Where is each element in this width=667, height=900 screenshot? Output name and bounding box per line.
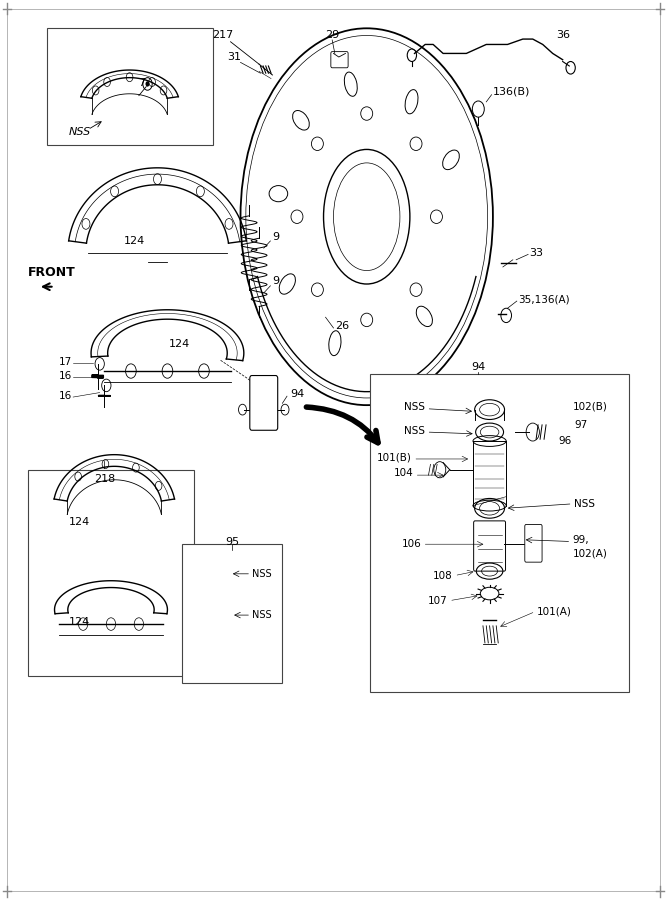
Text: 95: 95 xyxy=(225,536,239,546)
Text: 124: 124 xyxy=(169,339,190,349)
Text: 101(A): 101(A) xyxy=(537,607,572,616)
Text: 16: 16 xyxy=(59,372,72,382)
Circle shape xyxy=(145,81,149,86)
FancyBboxPatch shape xyxy=(28,470,194,676)
Text: 102(A): 102(A) xyxy=(573,548,608,558)
Text: 106: 106 xyxy=(402,539,421,549)
Text: NSS: NSS xyxy=(404,402,425,412)
Text: 104: 104 xyxy=(394,468,414,478)
Text: 124: 124 xyxy=(69,517,91,526)
Text: 217: 217 xyxy=(212,30,233,40)
Text: 31: 31 xyxy=(227,52,241,62)
Text: 26: 26 xyxy=(335,321,349,331)
Text: NSS: NSS xyxy=(69,128,91,138)
Text: 94: 94 xyxy=(471,362,486,372)
Text: 97: 97 xyxy=(574,420,587,430)
Text: NSS: NSS xyxy=(253,569,272,579)
Text: NSS: NSS xyxy=(253,610,272,620)
Text: 7: 7 xyxy=(138,78,145,88)
Text: 17: 17 xyxy=(59,357,72,367)
FancyBboxPatch shape xyxy=(182,544,281,683)
Text: 33: 33 xyxy=(530,248,544,257)
Text: 99,: 99, xyxy=(573,535,589,544)
Text: 29: 29 xyxy=(325,30,340,40)
Text: 108: 108 xyxy=(434,571,453,580)
Text: 35,136(A): 35,136(A) xyxy=(518,294,570,304)
Text: 218: 218 xyxy=(94,473,115,483)
Text: 16: 16 xyxy=(59,392,72,401)
Text: 136(B): 136(B) xyxy=(493,86,530,96)
Text: 124: 124 xyxy=(69,617,91,627)
Text: FRONT: FRONT xyxy=(28,266,76,279)
Text: 124: 124 xyxy=(123,236,145,246)
FancyBboxPatch shape xyxy=(474,521,506,572)
Text: 96: 96 xyxy=(558,436,571,446)
Text: 36: 36 xyxy=(557,30,571,40)
Text: NSS: NSS xyxy=(404,427,425,436)
Text: 94: 94 xyxy=(290,390,305,400)
FancyBboxPatch shape xyxy=(250,375,277,430)
Text: 9: 9 xyxy=(272,232,279,242)
Text: NSS: NSS xyxy=(574,499,595,508)
FancyBboxPatch shape xyxy=(47,28,213,145)
Text: 101(B): 101(B) xyxy=(377,452,412,463)
FancyBboxPatch shape xyxy=(370,374,629,692)
Text: 9: 9 xyxy=(272,276,279,286)
Text: 107: 107 xyxy=(428,596,448,606)
FancyBboxPatch shape xyxy=(525,525,542,562)
FancyBboxPatch shape xyxy=(331,51,348,68)
Text: 102(B): 102(B) xyxy=(573,402,608,412)
